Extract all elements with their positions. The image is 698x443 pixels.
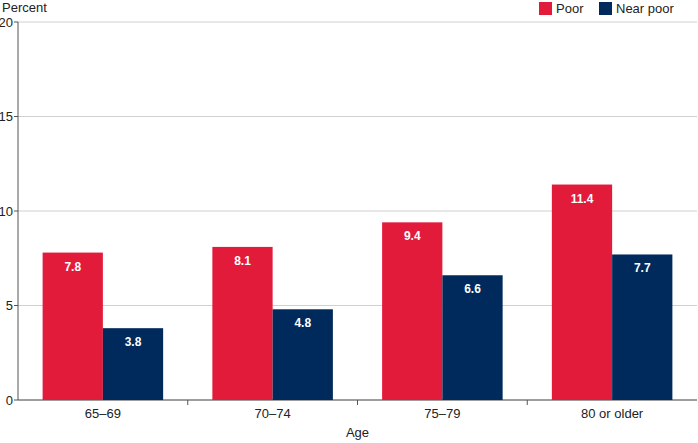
bar — [612, 254, 672, 400]
data-label: 6.6 — [464, 282, 481, 296]
grid-line — [18, 22, 697, 23]
legend-label: Poor — [556, 1, 584, 16]
data-label: 8.1 — [234, 254, 251, 268]
data-label: 3.8 — [125, 335, 142, 349]
x-tick-label: 65–69 — [85, 406, 121, 421]
legend-swatch — [599, 2, 612, 15]
y-tick — [14, 22, 18, 23]
x-category-divider — [187, 400, 188, 405]
bar — [552, 185, 612, 400]
chart-container: 0 5 10 15 20Percent Age 7.8 3.8 8.1 4.8 9.4 6.6 11.4… — [0, 0, 698, 443]
x-tick-label: 75–79 — [424, 406, 460, 421]
x-tick-label: 70–74 — [255, 406, 291, 421]
legend-label: Near poor — [616, 1, 674, 16]
x-axis-label: Age — [346, 425, 369, 440]
legend: Poor Near poor — [539, 1, 674, 16]
data-label: 7.7 — [634, 261, 651, 275]
x-category-divider — [357, 400, 358, 405]
data-labels: 7.8 3.8 8.1 4.8 9.4 6.6 11.4 7.7 — [64, 192, 651, 350]
data-label: 4.8 — [294, 316, 311, 330]
y-tick-label: 0 — [6, 393, 13, 408]
bar — [382, 222, 442, 400]
grid-line — [18, 116, 697, 117]
bar — [43, 253, 103, 400]
data-label: 11.4 — [571, 192, 594, 206]
y-axis-label: Percent — [2, 0, 47, 15]
bar — [103, 328, 163, 400]
bars — [43, 185, 673, 400]
data-label: 9.4 — [404, 229, 421, 243]
chart-svg: 0 5 10 15 20Percent Age 7.8 3.8 8.1 4.8 9.4 6.6 11.4… — [0, 0, 698, 443]
y-tick-label: 5 — [6, 298, 13, 313]
y-tick — [14, 305, 18, 306]
bar — [273, 309, 333, 400]
legend-swatch — [539, 2, 552, 15]
y-tick-label: 15 — [0, 109, 13, 124]
y-axis — [18, 22, 19, 400]
y-tick-label: 10 — [0, 204, 13, 219]
y-tick — [14, 400, 18, 401]
bar — [442, 275, 502, 400]
bar — [212, 247, 272, 400]
x-tick-label: 80 or older — [581, 406, 644, 421]
x-category-divider — [527, 400, 528, 405]
y-tick — [14, 211, 18, 212]
data-label: 7.8 — [64, 260, 81, 274]
y-tick-label: 20 — [0, 15, 13, 30]
y-tick — [14, 116, 18, 117]
